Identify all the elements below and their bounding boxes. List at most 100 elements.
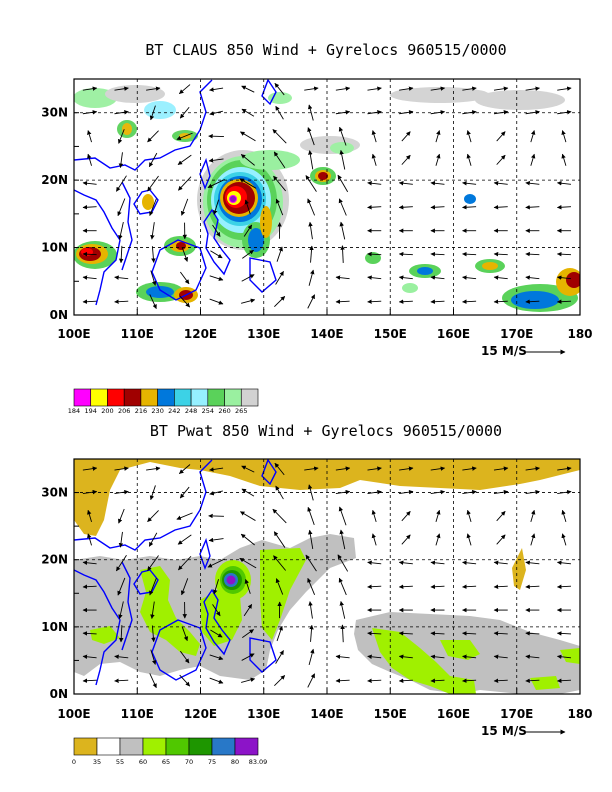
wind-vector xyxy=(493,110,509,115)
colorbar-swatch xyxy=(96,737,121,756)
colorbar-label: 0 xyxy=(72,758,76,766)
wind-vector xyxy=(213,579,220,595)
wind-vector xyxy=(179,486,190,499)
wind-vector xyxy=(556,560,572,566)
wind-vector xyxy=(308,221,313,240)
x-tick-label: 120E xyxy=(184,327,217,341)
wind-vector xyxy=(150,649,157,665)
wind-vectors xyxy=(82,82,572,310)
x-tick-label: 170E xyxy=(500,327,533,341)
wind-vector xyxy=(557,466,572,471)
wind-vector xyxy=(493,466,509,471)
colorbar-swatch xyxy=(190,388,209,407)
wind-vector xyxy=(149,198,157,217)
x-tick-label: 160E xyxy=(437,327,470,341)
wind-vector xyxy=(212,224,221,237)
y-tick-label: 20N xyxy=(41,553,68,567)
colorbar-swatch xyxy=(165,737,190,756)
wind-vector xyxy=(399,86,414,91)
wind-vector xyxy=(114,654,129,660)
wind-vector xyxy=(147,555,159,571)
wind-vector xyxy=(401,534,411,545)
wind-vector xyxy=(179,674,191,687)
wind-vector xyxy=(114,275,129,280)
wind-vector xyxy=(114,489,129,495)
wind-vector xyxy=(209,677,224,684)
colorbar-label: 70 xyxy=(185,758,193,766)
wind-vector xyxy=(241,108,255,117)
wind-vector xyxy=(561,533,567,546)
colorbar-label: 254 xyxy=(202,407,214,415)
wind-vector xyxy=(462,584,477,589)
wind-vector xyxy=(148,532,158,547)
wind-vector xyxy=(176,512,193,520)
wind-vector xyxy=(241,274,255,282)
wind-vector xyxy=(335,86,351,91)
colorbar-swatch xyxy=(157,388,175,407)
wind-vector xyxy=(212,604,221,617)
wind-vector xyxy=(367,299,382,304)
wind-vector xyxy=(557,489,572,495)
wind-vector xyxy=(430,86,446,91)
wind-vector xyxy=(530,130,536,143)
x-tick-label: 110E xyxy=(121,327,154,341)
wind-vector xyxy=(114,678,129,683)
wind-vector xyxy=(556,251,572,257)
wind-vector xyxy=(493,678,508,683)
wind-vector xyxy=(557,86,572,91)
wind-vector xyxy=(240,511,256,521)
wind-vector xyxy=(209,467,224,472)
wind-vector xyxy=(401,511,411,522)
wind-vector xyxy=(305,175,317,192)
wind-vector xyxy=(430,299,445,304)
wind-vector xyxy=(309,624,314,642)
wind-vector xyxy=(240,533,255,546)
wind-vector xyxy=(207,179,225,188)
x-tick-label: 120E xyxy=(184,707,217,721)
x-tick-label: 140E xyxy=(310,707,343,721)
wind-vector xyxy=(307,294,316,309)
wind-vector xyxy=(242,249,254,259)
y-tick-label: 0N xyxy=(50,308,68,322)
wind-vector xyxy=(335,466,351,471)
wind-vector xyxy=(530,153,536,166)
wind-vector xyxy=(493,275,508,280)
grid xyxy=(74,79,580,315)
colorbar-label: 75 xyxy=(208,758,216,766)
wind-vector xyxy=(149,294,157,310)
wind-vector xyxy=(530,509,536,522)
wind-vector xyxy=(114,86,129,91)
colorbar-label: 35 xyxy=(93,758,101,766)
wind-vector xyxy=(118,245,124,264)
wind-vector xyxy=(335,275,350,280)
wind-vector xyxy=(339,149,346,170)
wind-vector xyxy=(179,650,190,664)
wind-vector xyxy=(307,104,314,121)
wind-vector xyxy=(335,489,351,495)
colorbar-swatch xyxy=(142,737,167,756)
wind-vector xyxy=(118,152,124,168)
wind-vector xyxy=(82,678,97,683)
wind-vector xyxy=(147,175,159,192)
x-tick-label: 150E xyxy=(374,327,407,341)
wind-vector xyxy=(274,462,285,476)
wind-vector xyxy=(308,529,314,549)
wind-vector xyxy=(179,84,191,95)
x-tick-label: 140E xyxy=(310,327,343,341)
wind-vector xyxy=(335,299,350,304)
wind-vector xyxy=(367,275,382,280)
wind-vector xyxy=(244,199,251,215)
wind-vector xyxy=(338,506,347,526)
colorbar-label: 55 xyxy=(116,758,124,766)
wind-vector xyxy=(147,510,159,523)
colorbar-label: 242 xyxy=(168,407,180,415)
wind-vector xyxy=(525,205,540,210)
wind-vector xyxy=(525,678,540,683)
wind-vector xyxy=(338,198,347,216)
wind-vector xyxy=(82,110,98,115)
wind-vector xyxy=(87,509,92,522)
wind-vector xyxy=(307,673,316,688)
colorbar-swatch xyxy=(207,388,225,407)
wind-vector xyxy=(401,131,411,142)
wind-vector xyxy=(276,625,283,642)
